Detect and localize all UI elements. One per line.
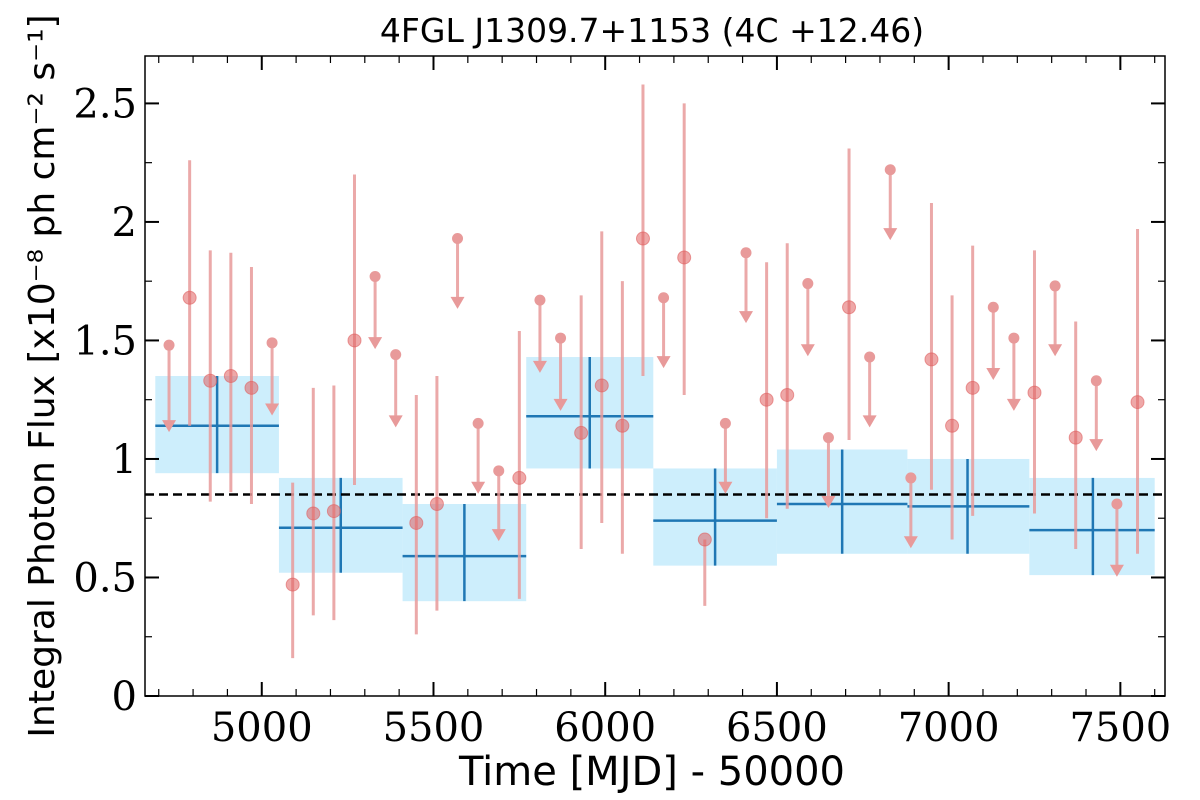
upper-limit-arrow [1048,344,1063,357]
upper-limit-point [802,278,814,290]
detection-point [203,373,218,388]
detection-point [842,300,857,315]
detection-point [965,380,980,395]
x-tick-label: 7000 [898,705,1000,751]
upper-limit-arrow [718,481,733,494]
upper-limit-point [390,349,402,361]
upper-limit-arrow [368,337,383,350]
upper-limit-point [822,432,834,444]
detection-point [429,497,444,511]
detection-point [594,378,609,393]
upper-limit-arrow [471,481,486,494]
upper-limit-arrow [388,415,403,428]
x-tick-label: 5000 [211,705,313,751]
upper-limit-point [905,472,917,484]
detection-point [615,418,630,433]
x-tick-label: 5500 [383,705,485,751]
upper-limit-arrow [1006,398,1021,411]
upper-limit-arrow [532,360,547,373]
upper-limit-point [1090,375,1102,387]
upper-limit-arrow [986,368,1001,380]
detection-point [326,504,341,519]
detection-point [924,352,939,367]
upper-limit-arrow [800,344,815,357]
upper-limit-arrow [656,356,671,369]
upper-limit-arrow [162,420,177,433]
chart-title: 4FGL J1309.7+1153 (4C +12.46) [380,11,924,50]
y-tick-label: 1 [112,437,137,483]
y-axis-label: Integral Photon Flux [x10⁻⁸ ph cm⁻² s⁻¹] [22,14,63,737]
y-tick-label: 2 [112,200,137,246]
upper-limit-arrow [1089,439,1104,452]
y-tick-label: 0.5 [73,555,137,601]
upper-limit-point [1008,332,1020,344]
upper-limit-arrow [862,415,877,428]
upper-limit-arrow [1109,564,1124,577]
upper-limit-point [555,332,567,344]
y-tick-label: 2.5 [73,81,137,127]
x-tick-label: 6000 [554,705,656,751]
detection-point [223,369,238,383]
detection-point [759,392,774,407]
detection-point [697,532,712,547]
upper-limit-arrow [265,403,280,416]
upper-limit-point [987,301,999,313]
plot-frame [144,55,1166,697]
upper-limit-point [1049,280,1061,292]
upper-limit-arrow [450,296,465,309]
upper-limit-point [719,417,731,429]
upper-limit-arrow [491,529,506,542]
x-tick-label: 6500 [726,705,828,751]
detection-point [244,380,259,395]
upper-limit-point [658,292,670,304]
upper-limit-arrow [553,398,568,411]
upper-limits-layer [162,164,1124,577]
upper-limit-point [740,247,752,259]
upper-limit-point [266,337,278,349]
binned-flux-layer [155,357,1155,602]
axis-ticks-layer: 5000 5500 6000 6500 7000 7500 0 0.5 1 1.5 2 2.5 [73,56,1171,751]
detection-point [635,231,650,246]
y-tick-label: 0 [112,674,137,720]
upper-limit-point [452,233,464,245]
upper-limit-point [472,417,484,429]
y-tick-label: 1.5 [73,318,137,364]
upper-limit-arrow [739,311,754,324]
detection-point [945,418,960,433]
detection-point [347,333,362,348]
detection-point [409,515,424,530]
detection-point [1130,395,1145,410]
upper-limit-point [369,270,381,282]
upper-limit-point [534,294,546,306]
detection-point [1068,430,1083,445]
upper-limit-arrow [883,228,898,241]
detection-point [677,250,692,265]
detection-point [574,425,589,440]
detection-point [1027,385,1042,400]
detection-point [780,387,795,402]
detections-layer [182,84,1145,659]
detection-point [285,577,300,592]
upper-limit-point [1111,498,1123,510]
upper-limit-point [884,164,896,176]
upper-limit-arrow [821,496,836,508]
detection-point [182,290,197,305]
detection-point [512,470,527,485]
upper-limit-point [864,351,876,363]
upper-limit-arrow [903,536,918,549]
x-tick-label: 7500 [1069,705,1171,751]
x-axis-label: Time [MJD] - 50000 [458,749,845,795]
detection-point [306,506,321,521]
upper-limit-point [493,465,505,477]
upper-limit-point [163,339,175,351]
